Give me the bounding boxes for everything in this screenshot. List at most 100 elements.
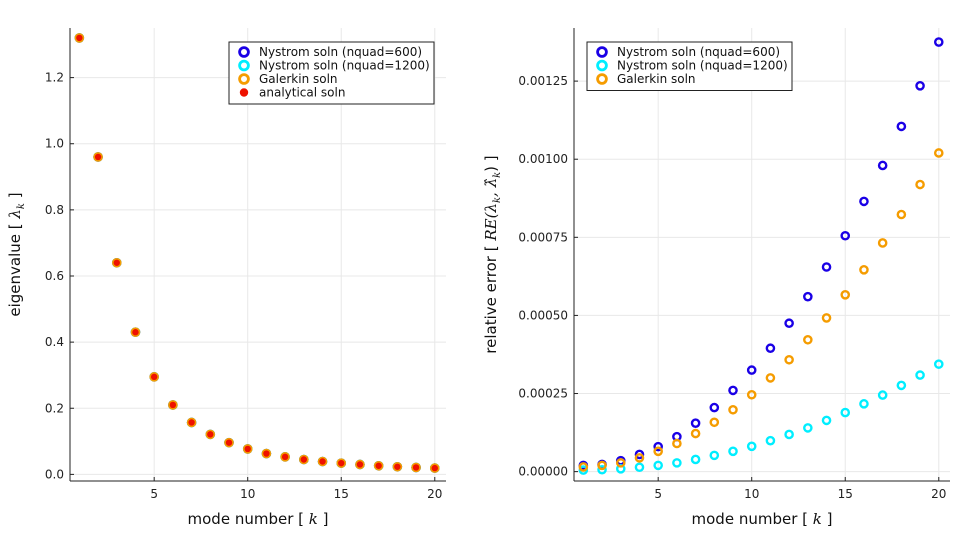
data-point [915, 370, 925, 380]
data-point [746, 365, 757, 375]
legend-marker [238, 59, 250, 72]
y-axis-label: relative error [ RE(λk, λ̂k) ] [482, 155, 503, 353]
data-point [373, 460, 384, 471]
data-point [653, 441, 663, 452]
y-tick-label: 0.2 [45, 401, 64, 415]
data-point [281, 453, 289, 461]
data-point [300, 456, 308, 463]
legend-label: Nystrom soln (nquad=600) [617, 45, 780, 59]
data-point [672, 438, 682, 449]
legend-label: Nystrom soln (nquad=1200) [259, 59, 430, 73]
legend-marker [596, 73, 608, 85]
data-point [130, 327, 141, 338]
legend-label: Nystrom soln (nquad=600) [259, 45, 422, 59]
x-tick-label: 10 [744, 487, 759, 501]
data-point [933, 148, 944, 158]
data-point [840, 407, 851, 418]
data-point [821, 415, 832, 426]
data-point [299, 454, 309, 465]
data-point [803, 423, 813, 433]
data-point [709, 450, 720, 461]
data-point [840, 290, 851, 300]
data-point [336, 458, 347, 468]
data-point [634, 462, 645, 473]
y-tick-label: 0.00050 [518, 308, 568, 322]
data-point [803, 334, 813, 345]
data-point [784, 318, 794, 329]
data-point [132, 329, 139, 336]
data-point [877, 238, 888, 248]
data-point [392, 461, 403, 472]
data-point [261, 448, 272, 459]
legend-marker [239, 88, 249, 97]
data-point [915, 179, 925, 190]
data-point [728, 446, 738, 457]
data-point [429, 463, 440, 473]
legend-marker [238, 46, 250, 58]
data-point [859, 196, 869, 207]
data-point [317, 456, 328, 467]
legend-box [228, 41, 435, 105]
x-tick-label: 15 [838, 487, 853, 501]
data-point [94, 153, 102, 161]
data-point [728, 385, 738, 396]
data-point [859, 399, 869, 409]
data-point [765, 373, 776, 383]
data-point [205, 429, 216, 440]
data-point [615, 458, 626, 468]
data-point [746, 389, 757, 400]
data-point [263, 450, 270, 457]
data-point [765, 343, 776, 354]
data-point [578, 462, 589, 472]
legend-label: Galerkin soln [259, 72, 338, 86]
data-point [690, 454, 701, 465]
data-point [597, 460, 607, 471]
data-point [113, 259, 120, 266]
data-point [356, 461, 364, 468]
data-point [615, 464, 626, 474]
data-point [784, 354, 794, 365]
eigenvalue-plot: 5 10 15 20 0.0 0.2 0.4 0.6 0.8 1.0 1.2 mode number … [6, 28, 446, 528]
data-point [634, 449, 645, 460]
data-point [188, 419, 195, 426]
x-axis-label: mode number [ k ] [692, 510, 833, 528]
legend: Nystrom soln (nquad=600)Nystrom soln (nq… [586, 41, 793, 91]
data-point [877, 160, 888, 171]
y-axis-label: eigenvalue [ λk ] [6, 192, 27, 316]
data-point [280, 452, 290, 462]
data-point [877, 390, 888, 400]
data-point [597, 464, 607, 475]
x-tick-label: 20 [931, 487, 946, 501]
legend-marker [596, 46, 608, 58]
legend-label: Nystrom soln (nquad=1200) [617, 59, 788, 73]
data-point [150, 373, 158, 381]
y-tick-label: 0.0 [45, 467, 64, 481]
data-point [653, 460, 663, 471]
data-point [709, 417, 720, 428]
data-point [765, 435, 776, 446]
data-point [149, 372, 159, 382]
y-tick-label: 0.4 [45, 335, 64, 349]
data-point [225, 439, 233, 446]
legend-label: Galerkin soln [617, 72, 696, 86]
data-point [338, 459, 345, 467]
legend-box [586, 41, 793, 91]
y-tick-label: 0.00100 [518, 152, 568, 166]
data-point [411, 462, 421, 473]
data-point [431, 464, 438, 472]
data-point [672, 458, 682, 468]
data-point [207, 431, 214, 438]
y-tick-label: 0.8 [45, 203, 64, 217]
series-0 [578, 37, 944, 471]
data-point [803, 291, 813, 302]
y-tick-label: 1.0 [45, 137, 64, 151]
data-point [709, 402, 720, 413]
legend-label: analytical soln [259, 86, 345, 100]
data-point [933, 37, 944, 47]
data-point [319, 458, 326, 465]
relative-error-plot: 5 10 15 20 0.00000 0.00025 0.00050 0.00075 0.001… [482, 28, 950, 528]
data-point [375, 462, 382, 469]
data-point [394, 463, 401, 470]
data-point [186, 417, 197, 428]
data-point [896, 121, 907, 132]
